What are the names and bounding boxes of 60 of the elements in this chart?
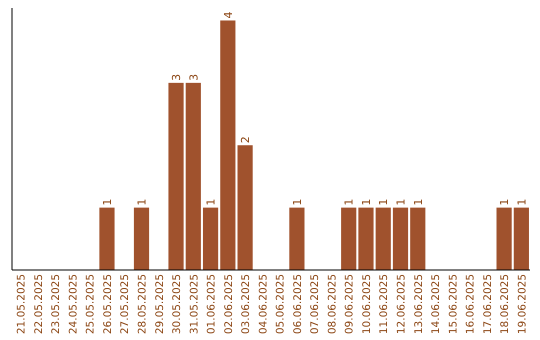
x-tick-label: 03.06.2025 xyxy=(240,274,252,334)
x-tick-label: 31.05.2025 xyxy=(188,274,200,334)
bar xyxy=(134,208,150,270)
x-tick-label: 04.06.2025 xyxy=(257,274,270,334)
x-tick-label: 27.05.2025 xyxy=(119,274,132,334)
x-tick-label: 19.06.2025 xyxy=(516,274,528,334)
bar xyxy=(341,208,356,270)
x-tick-label: 10.06.2025 xyxy=(360,274,373,334)
x-tick-label: 06.06.2025 xyxy=(292,274,304,334)
x-tick-label: 02.06.2025 xyxy=(222,274,235,334)
x-tick-label: 28.05.2025 xyxy=(136,274,148,334)
data-label: 1 xyxy=(342,198,356,206)
bar xyxy=(358,208,374,270)
x-tick-label: 21.05.2025 xyxy=(16,274,28,334)
x-tick-label: 08.06.2025 xyxy=(326,274,338,334)
bar xyxy=(220,20,236,270)
x-tick-label: 09.06.2025 xyxy=(344,274,356,334)
bar xyxy=(186,82,201,270)
x-tick-label: 01.06.2025 xyxy=(206,274,218,334)
x-tick-label: 13.06.2025 xyxy=(412,274,425,334)
data-label: 1 xyxy=(100,198,114,206)
x-tick-label: 15.06.2025 xyxy=(447,274,460,334)
x-tick-label: 23.05.2025 xyxy=(50,274,62,334)
data-label: 1 xyxy=(136,198,148,206)
bar xyxy=(392,208,408,270)
bar xyxy=(202,208,218,270)
x-tick-label: 17.06.2025 xyxy=(482,274,494,334)
data-label: 3 xyxy=(170,74,184,81)
data-label: 1 xyxy=(360,198,373,206)
bar xyxy=(376,208,391,270)
data-label: 1 xyxy=(377,198,390,206)
data-label: 1 xyxy=(290,198,304,206)
x-tick-label: 29.05.2025 xyxy=(154,274,166,334)
x-tick-label: 26.05.2025 xyxy=(102,274,114,334)
x-tick-label: 05.06.2025 xyxy=(274,274,287,334)
x-tick-label: 11.06.2025 xyxy=(378,274,390,334)
bar xyxy=(514,208,529,270)
x-tick-label: 07.06.2025 xyxy=(309,274,322,334)
data-label: 4 xyxy=(222,11,235,18)
data-label: 1 xyxy=(204,198,218,206)
data-label: 3 xyxy=(187,74,200,81)
x-tick-label: 22.05.2025 xyxy=(32,274,45,334)
x-tick-label: 12.06.2025 xyxy=(396,274,408,334)
data-label: 1 xyxy=(394,198,408,206)
x-tick-label: 30.05.2025 xyxy=(171,274,184,334)
x-tick-label: 14.06.2025 xyxy=(430,274,442,334)
x-tick-label: 16.06.2025 xyxy=(464,274,477,334)
data-label: 1 xyxy=(412,198,425,206)
bar xyxy=(289,208,304,270)
bar xyxy=(238,145,253,270)
data-label: 1 xyxy=(498,198,512,206)
x-tick-label: 25.05.2025 xyxy=(84,274,97,334)
x-tick-label: 24.05.2025 xyxy=(67,274,80,334)
bar xyxy=(99,208,115,270)
bar xyxy=(496,208,512,270)
data-label: 1 xyxy=(515,198,528,206)
data-label: 2 xyxy=(239,136,252,144)
bar xyxy=(410,208,426,270)
x-tick-label: 18.06.2025 xyxy=(499,274,512,334)
bar xyxy=(168,82,184,270)
